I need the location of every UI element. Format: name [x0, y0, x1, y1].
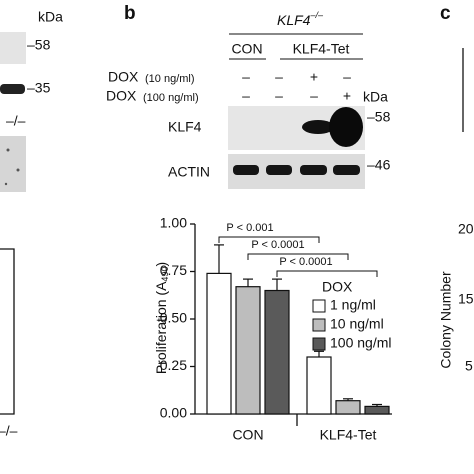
bar	[306, 356, 332, 415]
sign: –	[242, 88, 250, 104]
blot-band	[0, 84, 25, 94]
bar	[335, 400, 361, 415]
significance-bracket	[276, 270, 378, 277]
kda-label: kDa	[38, 9, 63, 25]
blot-label: KLF4	[168, 119, 202, 135]
y-tick-label: 0.25	[160, 357, 187, 373]
bar	[364, 405, 390, 415]
sign: –	[275, 69, 283, 85]
bar	[264, 289, 290, 415]
y-tick-label: 15	[458, 291, 474, 307]
sign: +	[310, 69, 318, 85]
blot-band	[300, 165, 327, 175]
genotype-title: KLF4–/–	[277, 10, 324, 27]
legend-swatch	[312, 318, 326, 332]
row-label: DOX	[108, 69, 139, 85]
row-sub-label: (100 ng/ml)	[143, 92, 199, 104]
label-text: )	[153, 262, 169, 267]
y-axis-label: Proliferation (A490)	[153, 262, 171, 374]
blot-band	[266, 165, 292, 175]
legend-label: 1 ng/ml	[330, 297, 376, 313]
column-label: CON	[231, 41, 262, 57]
y-tick-label: 20	[458, 221, 474, 237]
y-axis-label: Colony Number	[438, 271, 454, 369]
y-tick-label: 5	[465, 358, 473, 374]
colony	[4, 182, 8, 186]
gene: KLF4	[277, 12, 311, 28]
column-label: KLF4-Tet	[293, 41, 350, 57]
sign: –	[275, 88, 283, 104]
blot-band	[329, 107, 363, 147]
bar	[235, 286, 261, 415]
legend-swatch	[312, 299, 326, 313]
annotation: P < 0.0001	[251, 239, 304, 251]
panel-label: c	[440, 3, 451, 24]
superscript: –/–	[309, 10, 324, 20]
legend-label: 100 ng/ml	[330, 335, 391, 351]
y-tick-label: 0.50	[160, 310, 187, 326]
sign: –	[242, 69, 250, 85]
y-tick-label: 0.00	[160, 405, 187, 421]
marker-label: –58	[367, 109, 391, 125]
legend-label: 10 ng/ml	[330, 316, 384, 332]
significance-bracket	[218, 236, 320, 243]
genotype-label: –/–	[6, 113, 26, 129]
x-tick-label: KLF4-Tet	[320, 427, 377, 443]
kda-label: kDa	[363, 89, 388, 105]
y-tick-label: 0.75	[160, 262, 187, 278]
annotation: P < 0.001	[226, 222, 273, 234]
annotation: P < 0.0001	[279, 256, 332, 268]
group-label: –/–	[0, 423, 18, 439]
colony	[16, 168, 20, 172]
legend-title: DOX	[322, 279, 353, 295]
blot-band	[302, 120, 334, 134]
bar-outline	[0, 248, 15, 415]
x-tick-label: CON	[232, 427, 263, 443]
legend-swatch	[312, 337, 326, 351]
blot-band	[333, 165, 360, 175]
blot-label: ACTIN	[168, 164, 210, 180]
subscript: 490	[160, 267, 170, 282]
y-tick-label: 1.00	[160, 215, 187, 231]
row-sub-label: (10 ng/ml)	[145, 73, 195, 85]
marker-label: –58	[27, 37, 51, 53]
label-text: Proliferation (A	[153, 281, 169, 374]
bar	[206, 272, 232, 415]
colony-image	[0, 136, 26, 192]
blot-image	[0, 32, 26, 64]
marker-label: –35	[27, 80, 51, 96]
row-label: DOX	[106, 88, 137, 104]
sign: –	[343, 69, 351, 85]
marker-label: –46	[367, 157, 391, 173]
blot-band	[233, 165, 259, 175]
significance-bracket	[247, 253, 349, 260]
colony	[6, 148, 10, 152]
sign: –	[310, 88, 318, 104]
panel-label: b	[124, 3, 136, 24]
sign: +	[343, 88, 351, 104]
